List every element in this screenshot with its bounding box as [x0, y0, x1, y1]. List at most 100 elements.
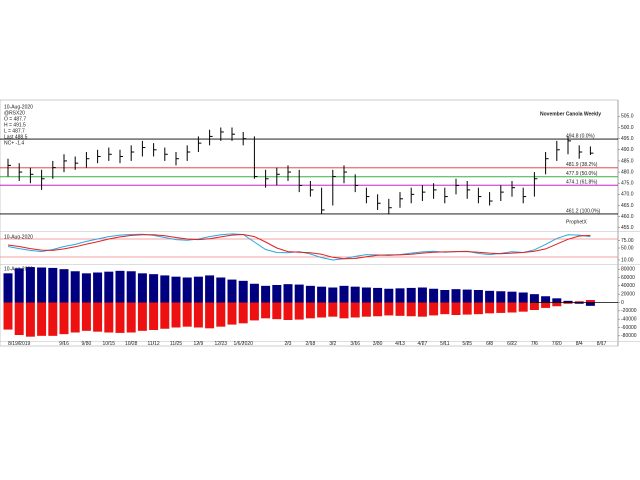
bar — [507, 291, 517, 303]
y-tick-label: 10.00 — [621, 257, 634, 263]
watermark: ProphetX — [566, 219, 588, 225]
bar — [305, 285, 315, 303]
x-tick-label: 11/25 — [170, 341, 182, 347]
y-tick-label: 455.0 — [621, 225, 634, 231]
bar — [283, 302, 293, 320]
x-tick-label: 8/4 — [576, 341, 583, 347]
y-tick-label: 465.0 — [621, 203, 634, 209]
bar — [541, 296, 551, 303]
bar — [3, 302, 13, 330]
bar — [496, 302, 506, 313]
y-tick-label: 470.0 — [621, 192, 634, 198]
x-tick-label: 2/18 — [306, 341, 316, 347]
level-label: 477.9 (50.0%) — [566, 171, 598, 177]
bar — [238, 280, 248, 303]
x-tick-label: 2/3 — [285, 341, 292, 347]
bar — [451, 302, 461, 315]
bar — [585, 300, 595, 303]
bar — [216, 277, 226, 303]
bar — [529, 302, 539, 310]
bar — [137, 302, 147, 331]
bar — [429, 288, 439, 303]
bar — [328, 287, 338, 303]
bar — [249, 283, 259, 303]
x-tick-label: 3/30 — [373, 341, 383, 347]
x-tick-label: 3/2 — [329, 341, 336, 347]
bar — [227, 279, 237, 303]
bar — [294, 284, 304, 303]
y-tick-label: 50.00 — [621, 245, 634, 251]
bar — [417, 287, 427, 303]
x-tick-label: 4/13 — [395, 341, 405, 347]
y-tick-label: 60000 — [621, 275, 635, 281]
stoch-line — [7, 233, 591, 260]
y-tick-label: 40000 — [621, 283, 635, 289]
x-tick-label: 9/16 — [59, 341, 69, 347]
x-tick-label: 8/19/2019 — [8, 341, 30, 347]
y-tick-label: 485.0 — [621, 158, 634, 164]
bar — [350, 302, 360, 318]
bar — [462, 289, 472, 303]
y-tick-label: -20000 — [621, 308, 637, 314]
bar — [473, 290, 483, 303]
bar — [70, 271, 80, 303]
bar — [93, 302, 103, 332]
bar — [149, 274, 159, 303]
bar — [59, 269, 69, 303]
bar — [552, 302, 562, 307]
y-tick-label: 490.0 — [621, 147, 634, 153]
info-line: O = 487.7 — [4, 116, 26, 122]
bar — [25, 267, 35, 303]
level-label: 461.2 (100.0%) — [566, 208, 601, 214]
bar — [305, 302, 315, 319]
bar — [518, 302, 528, 312]
bar — [384, 302, 394, 316]
level-label: 481.9 (38.2%) — [566, 162, 598, 168]
bar — [115, 302, 125, 333]
bar — [451, 289, 461, 303]
bar — [193, 276, 203, 303]
y-tick-label: 475.0 — [621, 181, 634, 187]
bar — [585, 302, 595, 306]
x-tick-label: 11/12 — [148, 341, 160, 347]
x-tick-label: 10/28 — [125, 341, 138, 347]
x-tick-label: 6/22 — [507, 341, 517, 347]
bar — [272, 302, 282, 320]
y-tick-label: 500.0 — [621, 125, 634, 131]
info-line: H = 491.5 — [4, 122, 26, 128]
x-tick-label: 8/17 — [597, 341, 607, 347]
bar — [81, 273, 91, 303]
bar — [3, 273, 13, 303]
y-tick-label: -40000 — [621, 316, 637, 322]
bar — [115, 270, 125, 303]
bar — [563, 300, 573, 303]
bar — [361, 287, 371, 303]
y-tick-label: 480.0 — [621, 169, 634, 175]
bar — [541, 302, 551, 308]
x-tick-label: 4/27 — [418, 341, 428, 347]
info-line: NC+ -1.4 — [4, 140, 24, 146]
x-tick-label: 9/30 — [82, 341, 92, 347]
level-label: 494.8 (0.0%) — [566, 133, 595, 139]
y-tick-label: 75.00 — [621, 238, 634, 244]
bar — [574, 301, 584, 303]
x-tick-label: 12/9 — [194, 341, 204, 347]
bar — [126, 271, 136, 303]
bar — [462, 302, 472, 315]
bar — [429, 302, 439, 316]
bar — [518, 292, 528, 303]
bar — [137, 273, 147, 303]
bar — [373, 287, 383, 303]
bar — [216, 302, 226, 327]
bar — [294, 302, 304, 320]
y-tick-label: 460.0 — [621, 214, 634, 220]
bar — [395, 288, 405, 303]
bar — [406, 302, 416, 317]
bar — [59, 302, 69, 335]
x-tick-label: 5/11 — [440, 341, 450, 347]
bar — [205, 275, 215, 303]
y-tick-label: 495.0 — [621, 136, 634, 142]
bar — [328, 302, 338, 317]
